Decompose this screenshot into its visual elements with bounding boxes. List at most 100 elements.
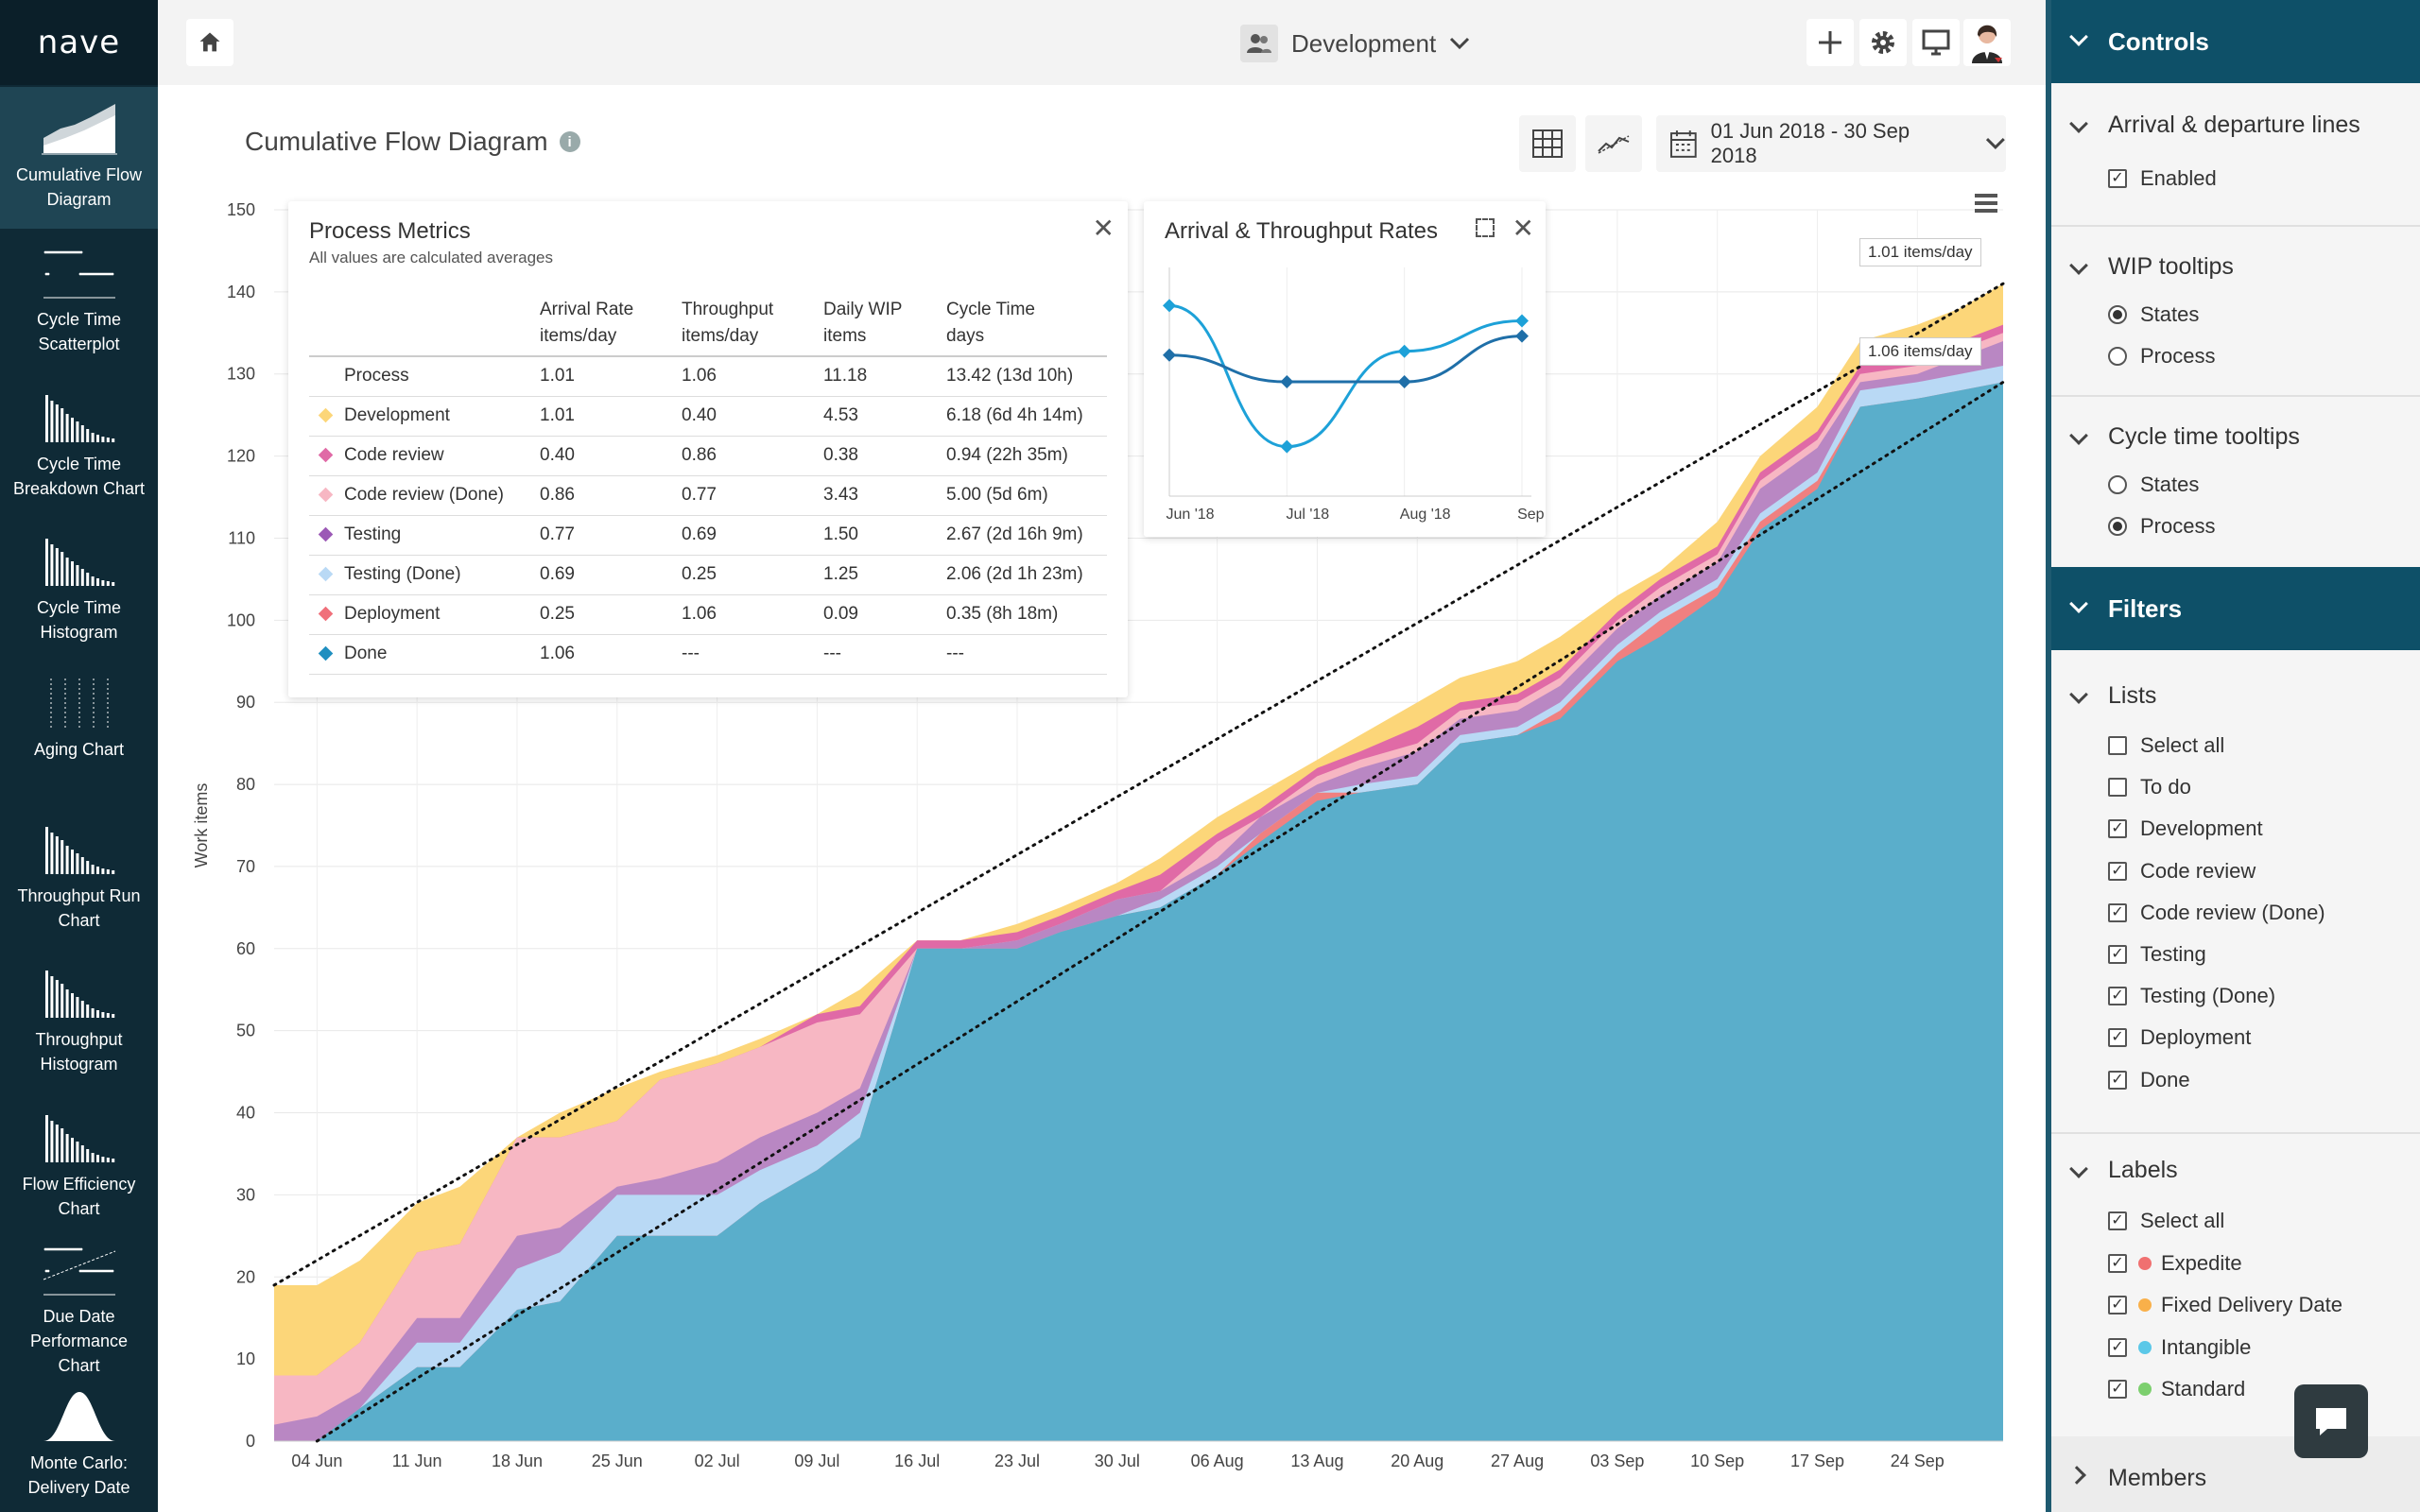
checkbox[interactable] bbox=[2108, 778, 2127, 798]
rates-point-arrival bbox=[1515, 314, 1529, 328]
checkbox[interactable]: ✓ bbox=[2108, 169, 2127, 188]
checkbox[interactable] bbox=[2108, 736, 2127, 755]
list-checkbox-4[interactable]: ✓ Code review bbox=[2108, 859, 2256, 884]
team-icon bbox=[1240, 25, 1278, 62]
home-button[interactable] bbox=[186, 19, 233, 66]
label-checkbox-1[interactable]: ✓ Select all bbox=[2108, 1209, 2224, 1233]
option-label: Process bbox=[2140, 344, 2216, 368]
option-label: Testing (Done) bbox=[2140, 984, 2276, 1008]
radio[interactable] bbox=[2108, 347, 2127, 366]
x-tick-label: 17 Sep bbox=[1790, 1452, 1844, 1470]
nav-item-label: Cumulative Flow Diagram bbox=[15, 165, 143, 209]
arrival-lines-group[interactable]: Arrival & departure lines bbox=[2051, 112, 2420, 139]
list-checkbox-3[interactable]: ✓ Development bbox=[2108, 816, 2263, 841]
nav-item-2[interactable]: Cycle Time Scatterplot bbox=[0, 232, 158, 364]
checkbox[interactable]: ✓ bbox=[2108, 819, 2127, 839]
metrics-wip-cell: 1.25 bbox=[820, 555, 942, 595]
checkbox[interactable]: ✓ bbox=[2108, 861, 2127, 881]
close-rates-button[interactable]: ✕ bbox=[1512, 214, 1534, 243]
label-checkbox-5[interactable]: ✓ Standard bbox=[2108, 1377, 2245, 1401]
list-checkbox-7[interactable]: ✓ Testing (Done) bbox=[2108, 984, 2275, 1008]
metrics-cycle-cell: 0.94 (22h 35m) bbox=[942, 436, 1107, 476]
arrival-throughput-popup: Arrival & Throughput Rates ✕ Jun '18 Jul … bbox=[1144, 201, 1546, 537]
list-checkbox-8[interactable]: ✓ Deployment bbox=[2108, 1025, 2251, 1050]
x-tick-label: 27 Aug bbox=[1491, 1452, 1544, 1470]
checkbox[interactable]: ✓ bbox=[2108, 1211, 2127, 1230]
cycle-tooltips-group[interactable]: Cycle time tooltips bbox=[2051, 423, 2420, 451]
lists-group[interactable]: Lists bbox=[2051, 682, 2420, 710]
nav-item-9[interactable]: Due Date Performance Chart bbox=[0, 1228, 158, 1375]
rates-point-arrival bbox=[1397, 344, 1411, 358]
radio[interactable] bbox=[2108, 517, 2127, 536]
rates-point-throughput bbox=[1280, 375, 1294, 389]
nav-item-1[interactable]: Cumulative Flow Diagram bbox=[0, 87, 158, 229]
departure-rate-callout: 1.06 items/day bbox=[1859, 337, 1981, 366]
checkbox[interactable]: ✓ bbox=[2108, 1253, 2127, 1273]
checkbox[interactable]: ✓ bbox=[2108, 902, 2127, 922]
y-axis-label: Work items bbox=[192, 783, 211, 868]
table-view-button[interactable] bbox=[1519, 115, 1576, 172]
nav-item-6[interactable]: Throughput Run Chart bbox=[0, 808, 158, 940]
nav-item-7[interactable]: Throughput Histogram bbox=[0, 952, 158, 1084]
metrics-column-header: Arrival Rate items/day bbox=[536, 291, 678, 357]
checkbox[interactable]: ✓ bbox=[2108, 1070, 2127, 1090]
cycle-states-radio[interactable]: States bbox=[2108, 472, 2199, 497]
nav-item-10[interactable]: Monte Carlo: Delivery Date bbox=[0, 1375, 158, 1507]
display-button[interactable] bbox=[1912, 19, 1960, 66]
y-tick-label: 70 bbox=[236, 857, 255, 876]
list-checkbox-2[interactable]: To do bbox=[2108, 775, 2191, 799]
wip-process-radio[interactable]: Process bbox=[2108, 344, 2215, 369]
checkbox[interactable]: ✓ bbox=[2108, 987, 2127, 1006]
nav-item-5[interactable]: Aging Chart bbox=[0, 662, 158, 794]
add-button[interactable] bbox=[1806, 19, 1854, 66]
trend-view-button[interactable] bbox=[1585, 115, 1642, 172]
plus-icon bbox=[1819, 31, 1841, 54]
x-tick-label: 11 Jun bbox=[392, 1452, 442, 1470]
close-metrics-button[interactable]: ✕ bbox=[1092, 214, 1115, 243]
checkbox[interactable]: ✓ bbox=[2108, 1337, 2127, 1357]
x-tick-label: 13 Aug bbox=[1290, 1452, 1343, 1470]
radio[interactable] bbox=[2108, 305, 2127, 324]
list-checkbox-5[interactable]: ✓ Code review (Done) bbox=[2108, 901, 2325, 925]
user-avatar[interactable] bbox=[1963, 19, 2011, 66]
controls-section-header[interactable]: Controls bbox=[2051, 0, 2420, 83]
wip-tooltips-title: WIP tooltips bbox=[2108, 253, 2234, 280]
team-selector[interactable]: Development bbox=[1240, 21, 1470, 66]
date-range-picker[interactable]: 01 Jun 2018 - 30 Sep 2018 bbox=[1656, 115, 2006, 172]
label-checkbox-2[interactable]: ✓ Expedite bbox=[2108, 1251, 2242, 1276]
labels-group[interactable]: Labels bbox=[2051, 1157, 2420, 1184]
controls-panel: Controls Arrival & departure lines ✓ Enab… bbox=[2046, 0, 2420, 1512]
calendar-icon bbox=[1669, 130, 1697, 158]
hamburger-menu-icon[interactable] bbox=[1973, 193, 1999, 214]
metrics-cycle-cell: 5.00 (5d 6m) bbox=[942, 475, 1107, 516]
settings-button[interactable] bbox=[1859, 19, 1907, 66]
filters-title: Filters bbox=[2108, 593, 2183, 623]
cycle-process-radio[interactable]: Process bbox=[2108, 514, 2215, 539]
list-checkbox-1[interactable]: Select all bbox=[2108, 733, 2224, 758]
nav-item-8[interactable]: Flow Efficiency Chart bbox=[0, 1096, 158, 1228]
checkbox[interactable]: ✓ bbox=[2108, 1380, 2127, 1399]
metrics-state-cell: Testing (Done) bbox=[309, 555, 536, 595]
chat-button[interactable] bbox=[2294, 1384, 2368, 1458]
wip-states-radio[interactable]: States bbox=[2108, 302, 2199, 327]
checkbox[interactable]: ✓ bbox=[2108, 945, 2127, 964]
aging-thumbnail-icon bbox=[50, 679, 108, 728]
arrival-enabled-checkbox[interactable]: ✓ Enabled bbox=[2108, 166, 2217, 191]
wip-tooltips-group[interactable]: WIP tooltips bbox=[2051, 253, 2420, 281]
radio[interactable] bbox=[2108, 475, 2127, 494]
checkbox[interactable]: ✓ bbox=[2108, 1028, 2127, 1048]
info-icon[interactable]: i bbox=[559, 131, 580, 152]
metrics-throughput-cell: --- bbox=[678, 634, 820, 675]
label-checkbox-3[interactable]: ✓ Fixed Delivery Date bbox=[2108, 1293, 2342, 1317]
list-checkbox-9[interactable]: ✓ Done bbox=[2108, 1068, 2190, 1092]
list-checkbox-6[interactable]: ✓ Testing bbox=[2108, 942, 2206, 967]
metrics-arrival-cell: 0.40 bbox=[536, 436, 678, 476]
checkbox[interactable]: ✓ bbox=[2108, 1296, 2127, 1314]
nav-item-3[interactable]: Cycle Time Breakdown Chart bbox=[0, 376, 158, 508]
brand-logo[interactable]: nave bbox=[0, 0, 158, 85]
x-tick-label: 23 Jul bbox=[994, 1452, 1040, 1470]
filters-section-header[interactable]: Filters bbox=[2051, 567, 2420, 650]
label-checkbox-4[interactable]: ✓ Intangible bbox=[2108, 1335, 2251, 1360]
fullscreen-icon[interactable] bbox=[1476, 218, 1495, 237]
nav-item-4[interactable]: Cycle Time Histogram bbox=[0, 520, 158, 652]
